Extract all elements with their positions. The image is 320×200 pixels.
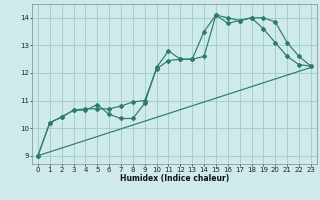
X-axis label: Humidex (Indice chaleur): Humidex (Indice chaleur) — [120, 174, 229, 183]
